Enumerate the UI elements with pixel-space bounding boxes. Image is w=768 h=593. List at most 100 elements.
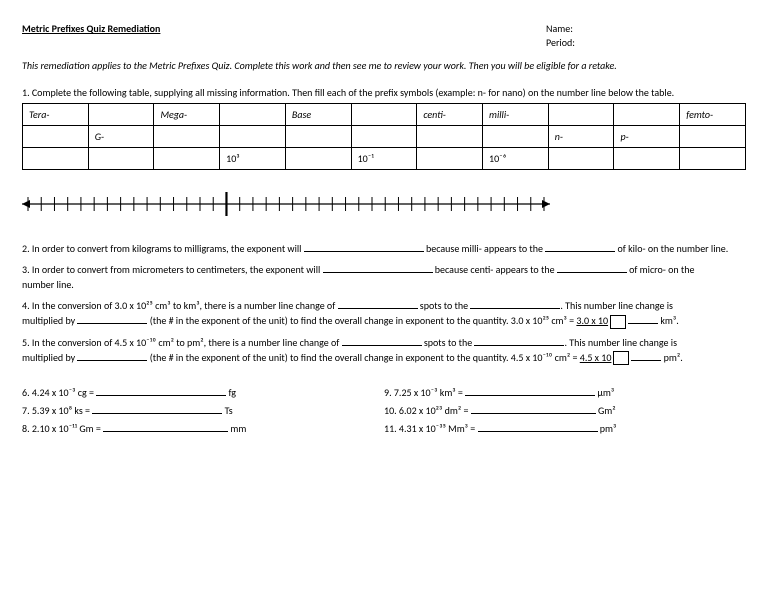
cell bbox=[417, 126, 483, 148]
blank[interactable] bbox=[342, 336, 422, 346]
q4-part-g: km³. bbox=[658, 314, 679, 327]
blank[interactable] bbox=[545, 242, 615, 252]
question-5: 5. In the conversion of 4.5 x 10⁻¹⁰ cm² … bbox=[22, 335, 746, 366]
number-line-svg bbox=[22, 188, 550, 220]
blank[interactable] bbox=[77, 314, 147, 324]
q10-text: 10. 6.02 x 10²³ dm² = bbox=[384, 404, 471, 417]
header-row: Metric Prefixes Quiz Remediation Name: P… bbox=[22, 22, 746, 49]
cell bbox=[23, 148, 89, 170]
cell bbox=[154, 126, 220, 148]
cell: femto- bbox=[680, 104, 746, 126]
q5-part-d: multiplied by bbox=[22, 351, 77, 364]
q11-text: 11. 4.31 x 10⁻³⁵ Mm³ = bbox=[384, 422, 478, 435]
q4-part-b: spots to the bbox=[418, 299, 471, 312]
blank[interactable] bbox=[304, 242, 424, 252]
q2-part-b: because milli- appears to the bbox=[424, 242, 546, 255]
table-row: 10³ 10⁻¹ 10⁻⁶ bbox=[23, 148, 746, 170]
cell bbox=[614, 104, 680, 126]
q3-part-d: number line. bbox=[22, 278, 74, 291]
cell: n- bbox=[548, 126, 614, 148]
cell: milli- bbox=[483, 104, 549, 126]
question-4: 4. In the conversion of 3.0 x 10²⁵ cm³ t… bbox=[22, 298, 746, 329]
q4-part-c: . This number line change is bbox=[560, 299, 673, 312]
q4-part-a: 4. In the conversion of 3.0 x 10²⁵ cm³ t… bbox=[22, 299, 338, 312]
conversion-left-column: 6. 4.24 x 10⁻³ cg = fg 7. 5.39 x 10⁸ ks … bbox=[22, 381, 384, 440]
cell: centi- bbox=[417, 104, 483, 126]
page-title: Metric Prefixes Quiz Remediation bbox=[22, 22, 160, 49]
q3-part-b: because centi- appears to the bbox=[433, 263, 557, 276]
exponent-box[interactable] bbox=[610, 315, 626, 329]
blank[interactable] bbox=[471, 404, 596, 414]
blank[interactable] bbox=[628, 314, 658, 324]
cell bbox=[351, 104, 417, 126]
q2-part-a: 2. In order to convert from kilograms to… bbox=[22, 242, 304, 255]
q7-unit: Ts bbox=[222, 404, 232, 417]
table-row: Tera- Mega- Base centi- milli- femto- bbox=[23, 104, 746, 126]
conversion-right-column: 9. 7.25 x 10⁻³ km³ = µm³ 10. 6.02 x 10²³… bbox=[384, 381, 746, 440]
q9-text: 9. 7.25 x 10⁻³ km³ = bbox=[384, 386, 465, 399]
q6-unit: fg bbox=[226, 386, 236, 399]
number-line bbox=[22, 188, 746, 223]
cell bbox=[548, 148, 614, 170]
question-3: 3. In order to convert from micrometers … bbox=[22, 262, 746, 292]
q5-part-e: (the # in the exponent of the unit) to f… bbox=[147, 351, 579, 364]
blank[interactable] bbox=[323, 263, 433, 273]
question-1-text: 1. Complete the following table, supplyi… bbox=[22, 86, 746, 99]
question-2: 2. In order to convert from kilograms to… bbox=[22, 241, 746, 256]
blank[interactable] bbox=[96, 386, 226, 396]
metric-prefix-table: Tera- Mega- Base centi- milli- femto- G-… bbox=[22, 103, 746, 170]
blank[interactable] bbox=[92, 404, 222, 414]
question-6: 6. 4.24 x 10⁻³ cg = fg bbox=[22, 386, 384, 399]
cell bbox=[285, 126, 351, 148]
q11-unit: pm³ bbox=[598, 422, 617, 435]
blank[interactable] bbox=[465, 386, 595, 396]
question-11: 11. 4.31 x 10⁻³⁵ Mm³ = pm³ bbox=[384, 422, 746, 435]
question-8: 8. 2.10 x 10⁻¹¹ Gm = mm bbox=[22, 422, 384, 435]
cell: Mega- bbox=[154, 104, 220, 126]
question-10: 10. 6.02 x 10²³ dm² = Gm² bbox=[384, 404, 746, 417]
cell bbox=[220, 104, 286, 126]
q3-part-a: 3. In order to convert from micrometers … bbox=[22, 263, 323, 276]
blank[interactable] bbox=[557, 263, 627, 273]
blank[interactable] bbox=[103, 422, 228, 432]
q5-part-a: 5. In the conversion of 4.5 x 10⁻¹⁰ cm² … bbox=[22, 336, 342, 349]
q3-part-c: of micro- on the bbox=[627, 263, 695, 276]
q4-part-e: (the # in the exponent of the unit) to f… bbox=[147, 314, 576, 327]
conversion-block: 6. 4.24 x 10⁻³ cg = fg 7. 5.39 x 10⁸ ks … bbox=[22, 381, 746, 440]
cell: 10³ bbox=[220, 148, 286, 170]
cell bbox=[483, 126, 549, 148]
question-7: 7. 5.39 x 10⁸ ks = Ts bbox=[22, 404, 384, 417]
q8-text: 8. 2.10 x 10⁻¹¹ Gm = bbox=[22, 422, 103, 435]
name-period-block: Name: Period: bbox=[546, 22, 746, 49]
cell bbox=[680, 148, 746, 170]
instructions: This remediation applies to the Metric P… bbox=[22, 59, 746, 72]
cell bbox=[88, 104, 154, 126]
exponent-box[interactable] bbox=[613, 351, 629, 365]
period-label: Period: bbox=[546, 36, 746, 49]
cell bbox=[23, 126, 89, 148]
q5-part-c: . This number line change is bbox=[564, 336, 677, 349]
table-row: G- n- p- bbox=[23, 126, 746, 148]
blank[interactable] bbox=[474, 336, 564, 346]
cell bbox=[220, 126, 286, 148]
q10-unit: Gm² bbox=[596, 404, 616, 417]
q6-text: 6. 4.24 x 10⁻³ cg = bbox=[22, 386, 96, 399]
q5-part-g: pm². bbox=[661, 351, 682, 364]
name-label: Name: bbox=[546, 22, 746, 35]
question-9: 9. 7.25 x 10⁻³ km³ = µm³ bbox=[384, 386, 746, 399]
blank[interactable] bbox=[77, 351, 147, 361]
q4-part-d: multiplied by bbox=[22, 314, 77, 327]
blank[interactable] bbox=[478, 422, 598, 432]
cell bbox=[88, 148, 154, 170]
cell: G- bbox=[88, 126, 154, 148]
cell: Tera- bbox=[23, 104, 89, 126]
q4-part-f: 3.0 x 10 bbox=[576, 314, 608, 327]
cell bbox=[285, 148, 351, 170]
blank[interactable] bbox=[338, 299, 418, 309]
blank[interactable] bbox=[470, 299, 560, 309]
cell: Base bbox=[285, 104, 351, 126]
q5-part-b: spots to the bbox=[422, 336, 475, 349]
blank[interactable] bbox=[631, 351, 661, 361]
cell bbox=[614, 148, 680, 170]
cell bbox=[548, 104, 614, 126]
